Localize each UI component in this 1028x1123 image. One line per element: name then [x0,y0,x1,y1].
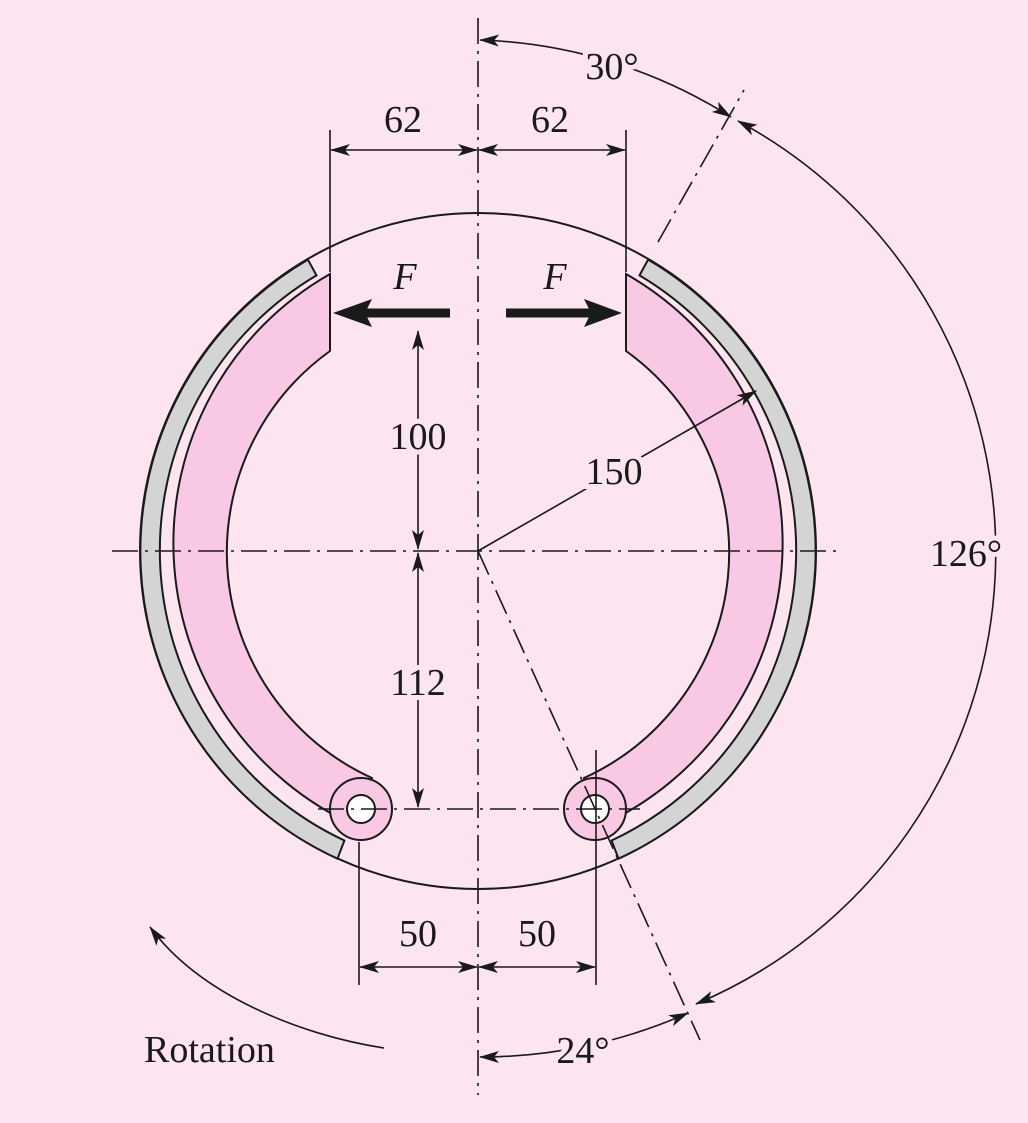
angle-30-line [657,89,745,243]
angle-side-label: 126° [930,533,1002,575]
dim-top-right-label: 62 [531,99,569,141]
arc-30-deg [479,34,732,118]
arc-126-deg [695,120,997,1005]
rotation-label: Rotation [144,1029,275,1071]
dim-upper-vertical-label: 100 [390,416,447,458]
dim-lower-vertical-label: 112 [390,662,446,704]
angle-top-label: 30° [585,46,638,88]
dim-bottom-right-label: 50 [518,913,556,955]
left-lining [139,258,346,861]
arc-24-deg [479,1012,689,1064]
dim-bottom-left-label: 50 [399,913,437,955]
right-force-arrowhead [584,299,622,327]
angle-24-line [477,550,701,1041]
radius-label: 150 [586,451,643,493]
angle-bottom-label: 24° [556,1030,609,1072]
rotation-arrow [149,926,385,1049]
left-force-arrowhead [333,299,372,327]
force-label-left: F [392,256,417,298]
force-label-right: F [542,256,567,298]
right-lining [610,258,817,861]
dim-top-left-label: 62 [384,99,422,141]
